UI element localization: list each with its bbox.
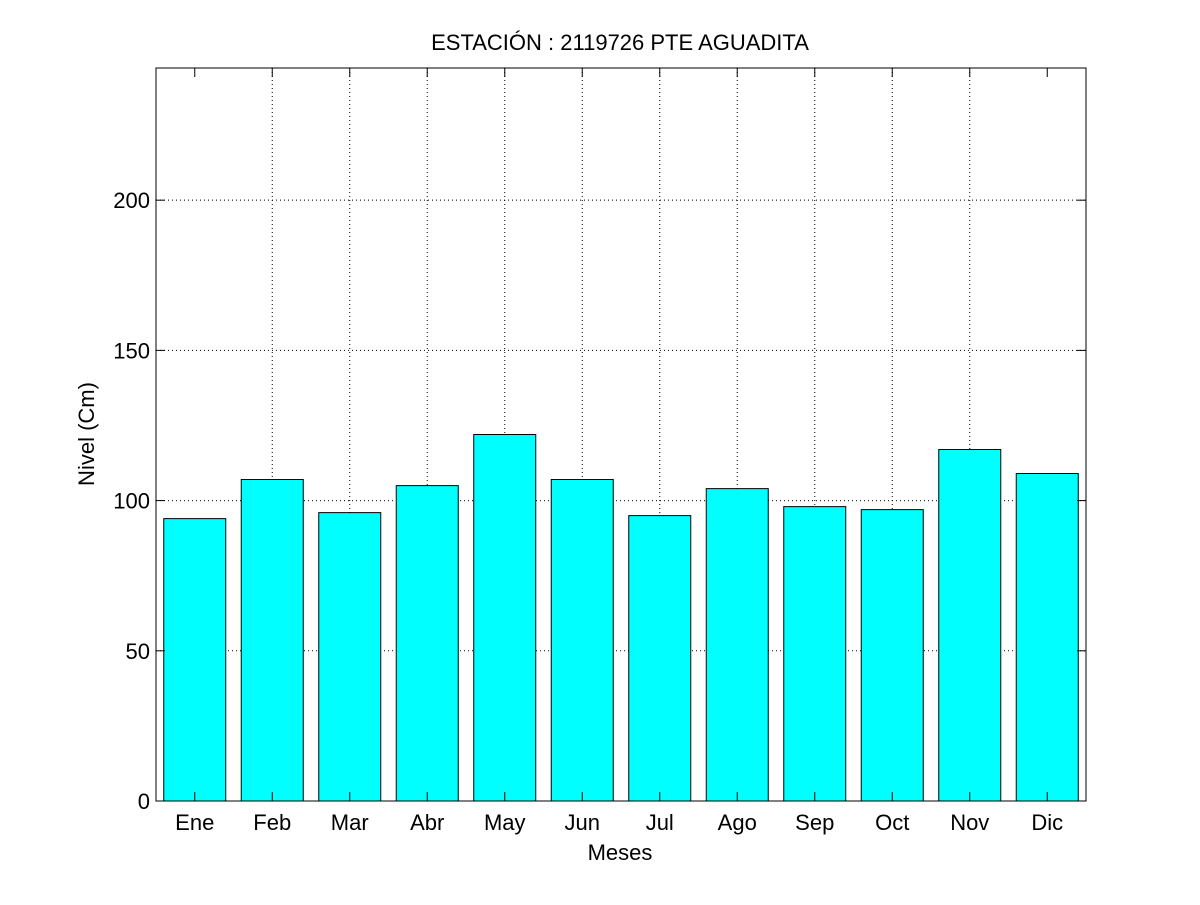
bar-outline-nov	[938, 449, 1002, 801]
bar-outline-jun	[550, 479, 614, 801]
x-tick-label: Abr	[410, 810, 444, 835]
bar-feb	[241, 479, 304, 801]
bar-ago	[706, 488, 769, 801]
x-tick-label: Jul	[646, 810, 674, 835]
x-tick-label: May	[484, 810, 526, 835]
x-tick-label: Jun	[565, 810, 600, 835]
bar-ene	[163, 518, 226, 801]
y-axis-label: Nivel (Cm)	[74, 382, 99, 486]
bar-outline-sep	[783, 506, 847, 801]
y-tick-label: 200	[113, 188, 150, 213]
bar-jul	[628, 515, 691, 801]
bar-sep	[783, 506, 846, 801]
chart-title: ESTACIÓN : 2119726 PTE AGUADITA	[431, 30, 809, 55]
x-tick-label: Feb	[253, 810, 291, 835]
bar-abr	[396, 485, 459, 801]
x-axis-label: Meses	[588, 840, 653, 865]
bar-oct	[861, 509, 924, 801]
y-tick-label: 50	[126, 639, 150, 664]
bar-outline-mar	[318, 512, 382, 801]
y-tick-label: 100	[113, 489, 150, 514]
bar-outline-ago	[705, 488, 769, 801]
x-tick-label: Mar	[331, 810, 369, 835]
x-tick-label: Ene	[175, 810, 214, 835]
axes-box	[155, 67, 1087, 802]
x-tick-label: Dic	[1031, 810, 1063, 835]
bar-outline-jul	[628, 515, 692, 801]
bar-outline-dic	[1015, 473, 1079, 801]
bar-may	[473, 434, 536, 801]
y-tick-labels: 0 50 100 150 200	[113, 188, 150, 814]
bar-jun	[551, 479, 614, 801]
bar-mar	[318, 512, 381, 801]
bar-outline-may	[473, 434, 537, 801]
x-tick-label: Ago	[718, 810, 757, 835]
bar-outline-ene	[163, 518, 227, 801]
bar-outline-abr	[395, 485, 459, 801]
y-tick-label: 150	[113, 338, 150, 363]
x-tick-label: Nov	[950, 810, 989, 835]
grid-lines	[156, 68, 1086, 801]
bar-dic	[1016, 473, 1079, 801]
axis-ticks	[156, 68, 1086, 802]
bar-nov	[938, 449, 1001, 801]
plot-area	[156, 68, 1086, 801]
y-tick-label: 0	[138, 789, 150, 814]
bar-outline-feb	[240, 479, 304, 801]
bar-outline-oct	[860, 509, 924, 801]
x-tick-label: Sep	[795, 810, 834, 835]
bars	[163, 434, 1079, 801]
x-tick-labels: Ene Feb Mar Abr May Jun Jul Ago Sep Oct Nov Dic	[175, 810, 1063, 835]
x-tick-label: Oct	[875, 810, 909, 835]
